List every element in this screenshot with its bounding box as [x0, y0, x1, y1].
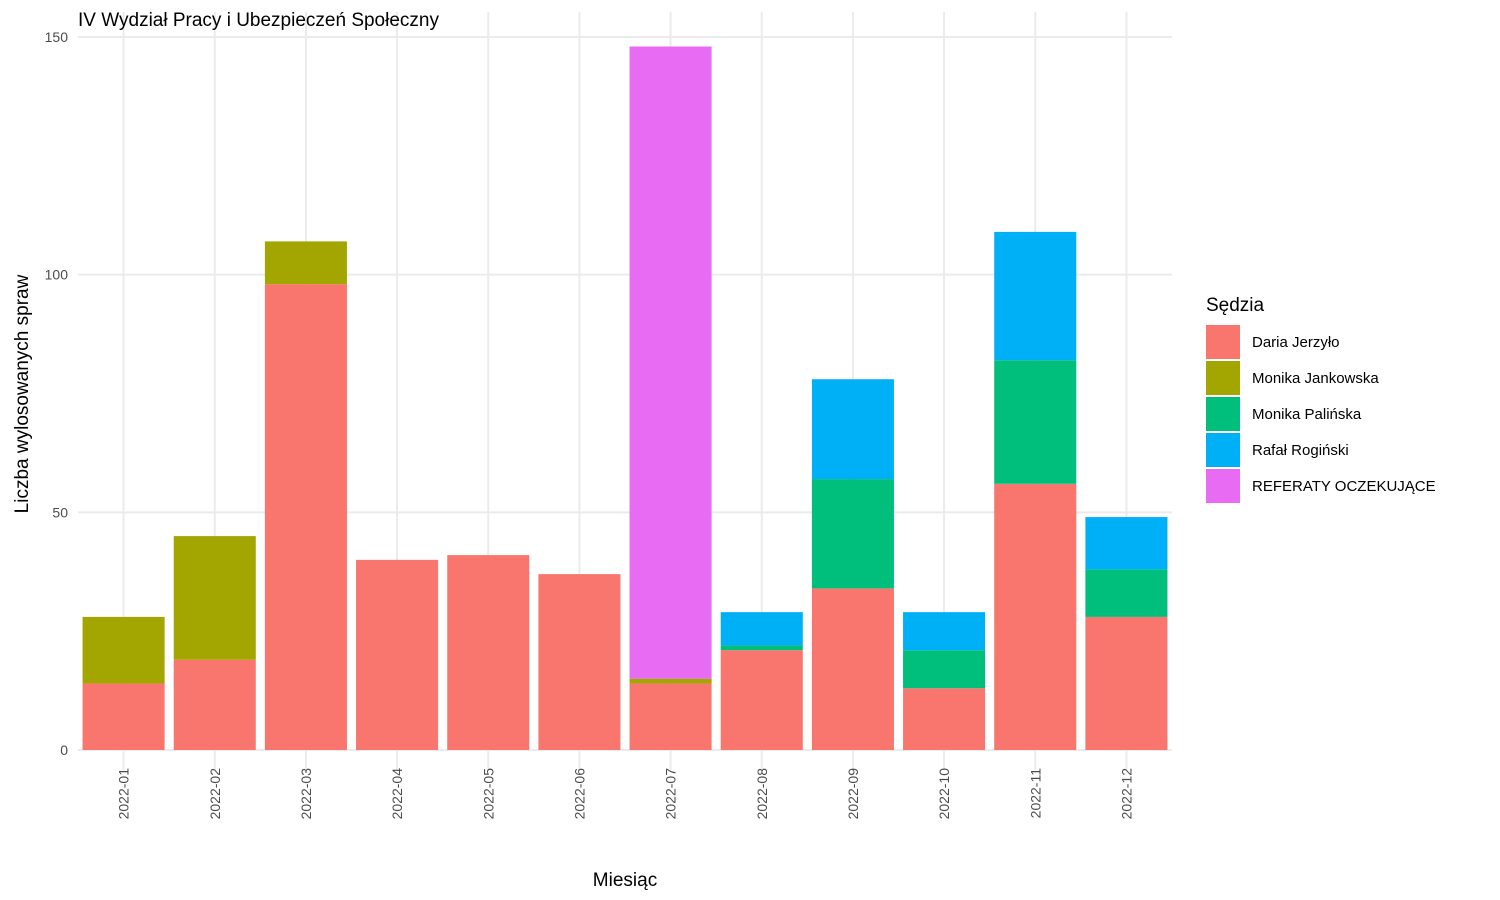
legend-swatch: [1206, 397, 1240, 431]
x-tick-label: 2022-08: [754, 768, 770, 820]
y-axis-ticks: 0 50 100 150: [45, 29, 69, 758]
y-tick-label: 0: [60, 742, 68, 758]
y-tick-label: 100: [45, 267, 69, 283]
x-axis-title: Miesiąc: [593, 870, 657, 891]
bar-segment: [173, 659, 256, 750]
bar-segment: [903, 612, 986, 651]
bar-segment: [447, 555, 530, 750]
x-tick-label: 2022-06: [571, 768, 587, 820]
chart-title: IV Wydział Pracy i Ubezpieczeń Społeczny: [78, 10, 439, 31]
bar-segment: [82, 616, 165, 684]
bar-segment: [264, 241, 347, 285]
bar-segment: [1085, 616, 1168, 750]
bar-segment: [1085, 569, 1168, 617]
bar-segment: [356, 559, 439, 750]
bar-segment: [811, 588, 894, 750]
bar-segment: [82, 683, 165, 750]
x-tick-label: 2022-12: [1118, 768, 1134, 820]
x-axis-ticks: 2022-01 2022-02 2022-03 2022-04 2022-05 2022-…: [116, 768, 1135, 820]
bar-segment: [903, 650, 986, 689]
bars: [82, 46, 1168, 750]
bar-segment: [811, 379, 894, 480]
legend-swatch: [1206, 469, 1240, 503]
x-tick-label: 2022-07: [663, 768, 679, 820]
legend-swatch: [1206, 361, 1240, 395]
legend-title: Sędzia: [1206, 295, 1265, 316]
bar-segment: [173, 536, 256, 660]
legend-label: REFERATY OCZEKUJĄCE: [1252, 478, 1436, 495]
bar-segment: [629, 678, 712, 684]
bar-segment: [720, 612, 803, 646]
bar-segment: [903, 688, 986, 750]
bar-segment: [720, 650, 803, 750]
bar-segment: [1085, 517, 1168, 570]
x-tick-label: 2022-04: [389, 768, 405, 820]
legend-swatch: [1206, 325, 1240, 359]
x-tick-label: 2022-03: [298, 768, 314, 820]
bar-segment: [811, 479, 894, 589]
legend-label: Monika Jankowska: [1252, 370, 1379, 387]
legend-label: Monika Palińska: [1252, 406, 1362, 423]
bar-segment: [538, 574, 621, 750]
bar-segment: [720, 645, 803, 651]
y-axis-title: Liczba wylosowanych spraw: [12, 274, 33, 513]
x-tick-label: 2022-02: [207, 768, 223, 820]
legend-label: Daria Jerzyło: [1252, 334, 1340, 351]
x-tick-label: 2022-10: [936, 768, 952, 820]
y-tick-label: 150: [45, 29, 69, 45]
bar-segment: [264, 284, 347, 750]
x-tick-label: 2022-05: [480, 768, 496, 820]
bar-segment: [994, 231, 1077, 361]
x-tick-label: 2022-09: [845, 768, 861, 820]
legend-label: Rafał Rogiński: [1252, 442, 1349, 459]
bar-segment: [994, 360, 1077, 484]
y-tick-label: 50: [52, 504, 68, 520]
bar-segment: [994, 483, 1077, 750]
bar-segment: [629, 683, 712, 750]
legend-swatch: [1206, 433, 1240, 467]
x-tick-label: 2022-01: [116, 768, 132, 820]
x-tick-label: 2022-11: [1027, 768, 1043, 819]
legend: Sędzia Daria Jerzyło Monika Jankowska Moni…: [1206, 295, 1436, 503]
bar-segment: [629, 46, 712, 679]
